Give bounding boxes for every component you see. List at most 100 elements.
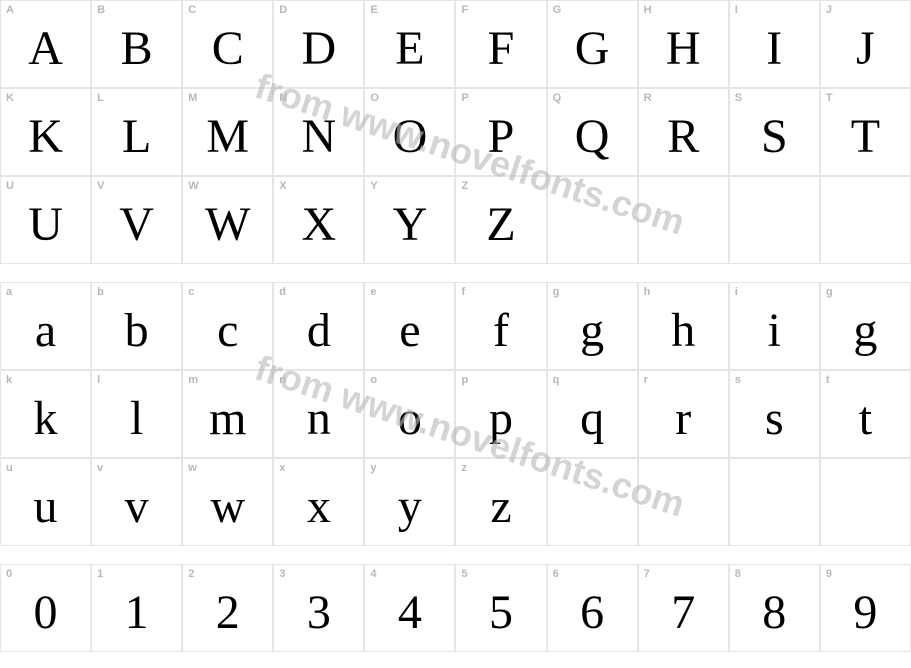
cell-label: 0	[6, 568, 12, 580]
charmap-cell: 44	[364, 564, 455, 652]
cell-label: b	[97, 286, 104, 298]
glyph: B	[121, 15, 153, 73]
charmap-cell: nn	[273, 370, 364, 458]
charmap-cell	[547, 458, 638, 546]
cell-label: 2	[188, 568, 194, 580]
charmap-cell: RR	[638, 88, 729, 176]
cell-label: X	[279, 180, 286, 192]
glyph: Q	[575, 103, 610, 161]
charmap-cell: oo	[364, 370, 455, 458]
glyph: X	[301, 191, 336, 249]
glyph: F	[488, 15, 515, 73]
cell-label: M	[188, 92, 197, 104]
cell-label: z	[461, 462, 467, 474]
glyph: 5	[489, 579, 513, 637]
glyph: n	[307, 385, 331, 443]
glyph: L	[122, 103, 151, 161]
font-charmap: AABBCCDDEEFFGGHHIIJJKKLLMMNNOOPPQQRRSSTT…	[0, 0, 911, 652]
charmap-cell: XX	[273, 176, 364, 264]
cell-label: 1	[97, 568, 103, 580]
cell-label: H	[644, 4, 652, 16]
charmap-cell: LL	[91, 88, 182, 176]
cell-label: N	[279, 92, 287, 104]
cell-label: d	[279, 286, 286, 298]
glyph: v	[125, 473, 149, 531]
cell-label: U	[6, 180, 14, 192]
charmap-cell: AA	[0, 0, 91, 88]
glyph: D	[301, 15, 336, 73]
glyph: m	[209, 385, 246, 443]
charmap-row: UUVVWWXXYYZZ	[0, 176, 911, 264]
glyph: c	[217, 297, 238, 355]
cell-label: r	[644, 374, 648, 386]
charmap-row: AABBCCDDEEFFGGHHIIJJ	[0, 0, 911, 88]
cell-label: w	[188, 462, 197, 474]
charmap-cell: HH	[638, 0, 729, 88]
glyph: W	[205, 191, 250, 249]
cell-label: V	[97, 180, 104, 192]
charmap-cell: SS	[729, 88, 820, 176]
charmap-section: 00112233445566778899	[0, 564, 911, 652]
charmap-cell: FF	[455, 0, 546, 88]
charmap-cell: 11	[91, 564, 182, 652]
cell-label: 3	[279, 568, 285, 580]
charmap-cell: tt	[820, 370, 911, 458]
glyph: N	[301, 103, 336, 161]
glyph: Y	[393, 191, 428, 249]
charmap-row: 00112233445566778899	[0, 564, 911, 652]
charmap-cell: 88	[729, 564, 820, 652]
cell-label: a	[6, 286, 12, 298]
charmap-cell: 22	[182, 564, 273, 652]
glyph: x	[307, 473, 331, 531]
glyph: f	[493, 297, 509, 355]
cell-label: I	[735, 4, 738, 16]
cell-label: l	[97, 374, 100, 386]
cell-label: 7	[644, 568, 650, 580]
glyph: R	[667, 103, 699, 161]
cell-label: t	[826, 374, 830, 386]
cell-label: u	[6, 462, 13, 474]
charmap-cell: kk	[0, 370, 91, 458]
cell-label: W	[188, 180, 198, 192]
glyph: G	[575, 15, 610, 73]
cell-label: 4	[370, 568, 376, 580]
glyph: h	[671, 297, 695, 355]
charmap-cell: KK	[0, 88, 91, 176]
glyph: k	[34, 385, 58, 443]
glyph: r	[675, 385, 691, 443]
glyph: C	[212, 15, 244, 73]
cell-label: L	[97, 92, 104, 104]
glyph: d	[307, 297, 331, 355]
charmap-cell: JJ	[820, 0, 911, 88]
charmap-cell: qq	[547, 370, 638, 458]
charmap-row: kkllmmnnooppqqrrsstt	[0, 370, 911, 458]
charmap-cell: cc	[182, 282, 273, 370]
charmap-cell: WW	[182, 176, 273, 264]
glyph: V	[119, 191, 154, 249]
cell-label: y	[370, 462, 376, 474]
cell-label: e	[370, 286, 376, 298]
cell-label: q	[553, 374, 560, 386]
glyph: p	[489, 385, 513, 443]
charmap-cell: rr	[638, 370, 729, 458]
glyph: s	[765, 385, 784, 443]
glyph: U	[28, 191, 63, 249]
glyph: u	[34, 473, 58, 531]
glyph: E	[395, 15, 424, 73]
charmap-cell: mm	[182, 370, 273, 458]
charmap-cell: ll	[91, 370, 182, 458]
glyph: t	[859, 385, 872, 443]
cell-label: K	[6, 92, 14, 104]
charmap-cell	[729, 458, 820, 546]
cell-label: O	[370, 92, 379, 104]
charmap-cell: pp	[455, 370, 546, 458]
charmap-cell	[638, 176, 729, 264]
cell-label: G	[553, 4, 562, 16]
glyph: l	[130, 385, 143, 443]
glyph: 7	[671, 579, 695, 637]
charmap-cell: vv	[91, 458, 182, 546]
cell-label: p	[461, 374, 468, 386]
charmap-cell: dd	[273, 282, 364, 370]
cell-label: C	[188, 4, 196, 16]
glyph: b	[125, 297, 149, 355]
